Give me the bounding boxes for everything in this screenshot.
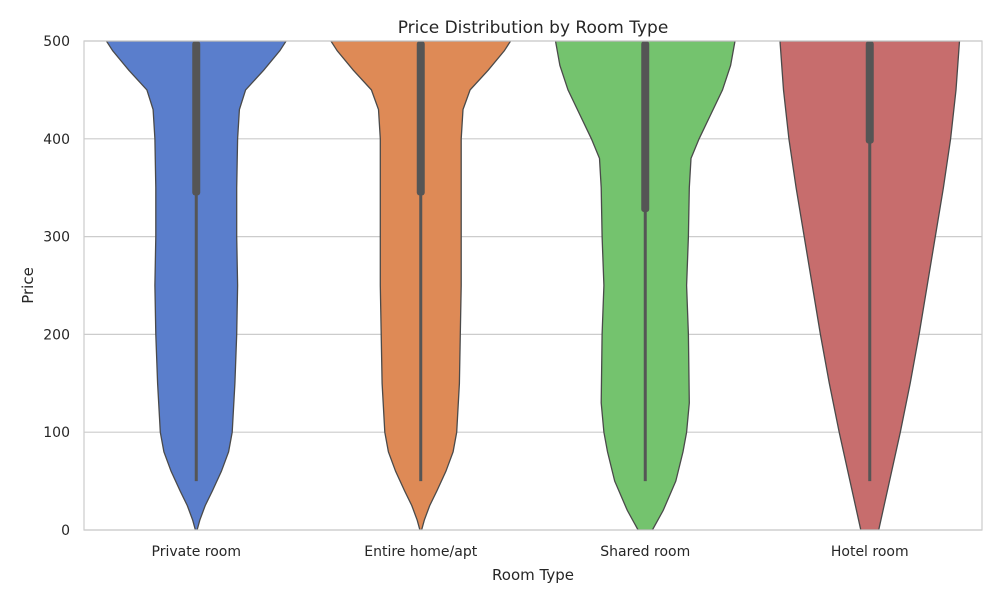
x-axis-label: Room Type <box>492 566 574 584</box>
y-tick-label: 500 <box>43 34 70 50</box>
y-tick-label: 100 <box>43 425 70 441</box>
violins-clipped <box>105 41 961 530</box>
x-tick-labels: Private room Entire home/apt Shared room Ho… <box>152 544 909 560</box>
y-tick-label: 0 <box>61 523 70 539</box>
iqr-box-4 <box>865 41 874 144</box>
violin-layer <box>105 41 961 530</box>
x-tick-label: Shared room <box>600 544 690 560</box>
iqr-box-3 <box>641 41 650 213</box>
x-tick-label: Entire home/apt <box>364 544 477 560</box>
y-tick-label: 200 <box>43 327 70 343</box>
x-tick-label: Private room <box>152 544 241 560</box>
y-axis-label: Price <box>19 267 37 304</box>
iqr-box-2 <box>416 41 425 196</box>
y-tick-labels: 0 100 200 300 400 500 <box>43 34 70 539</box>
plot-frame <box>83 40 983 531</box>
chart-title: Price Distribution by Room Type <box>398 18 669 38</box>
y-tick-label: 400 <box>43 132 70 148</box>
x-tick-label: Hotel room <box>831 544 909 560</box>
iqr-box-1 <box>192 41 201 196</box>
y-tick-label: 300 <box>43 230 70 246</box>
